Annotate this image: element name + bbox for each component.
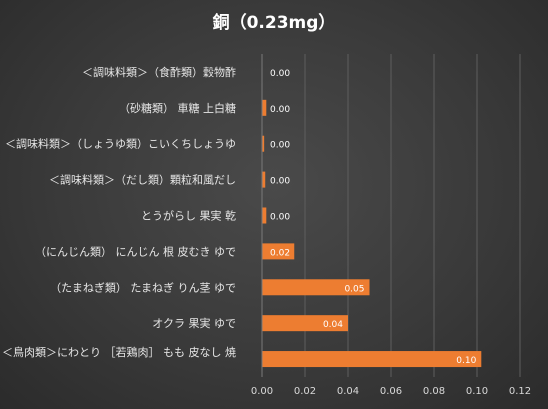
data-label: 0.00 (270, 177, 290, 187)
bar (262, 351, 482, 368)
x-tick-label: 0.06 (380, 386, 402, 397)
data-label: 0.00 (270, 213, 290, 223)
bar (262, 135, 265, 152)
x-tick-label: 0.08 (423, 386, 445, 397)
category-label: オクラ 果実 ゆで (152, 316, 236, 330)
data-label: 0.00 (270, 141, 290, 151)
data-label: 0.02 (270, 248, 290, 258)
data-label: 0.04 (323, 320, 343, 330)
category-label: ＜調味料類＞（食酢類）穀物酢 (82, 65, 236, 79)
bar (262, 315, 348, 332)
bar (262, 171, 266, 188)
data-label: 0.00 (270, 69, 290, 79)
bar (262, 99, 267, 116)
x-tick-label: 0.02 (294, 386, 316, 397)
data-label: 0.00 (270, 105, 290, 115)
data-label: 0.05 (344, 284, 364, 294)
chart-title: 銅（0.23mg） (212, 13, 336, 33)
category-label: ＜鳥肉類＞にわとり ［若鶏肉］ もも 皮なし 焼き (0, 345, 236, 373)
category-label: ＜調味料類＞（しょうゆ類）こいくちしょうゆ (5, 137, 236, 151)
x-tick-label: 0.04 (337, 386, 359, 397)
category-label: ＜調味料類＞（だし類）顆粒和風だし (49, 173, 236, 187)
category-label: （砂糖類） 車糖 上白糖 (119, 101, 236, 115)
x-tick-label: 0.12 (509, 386, 531, 397)
x-tick-label: 0.10 (466, 386, 488, 397)
x-tick-label: 0.00 (251, 386, 273, 397)
data-label: 0.10 (456, 356, 476, 366)
bar (262, 207, 267, 224)
category-label: （たまねぎ類） たまねぎ りん茎 ゆで (50, 280, 236, 294)
category-label: とうがらし 果実 乾 (141, 209, 236, 223)
bar (262, 279, 370, 296)
bar (262, 243, 295, 260)
category-label: （にんじん類） にんじん 根 皮むき ゆで (35, 244, 236, 258)
